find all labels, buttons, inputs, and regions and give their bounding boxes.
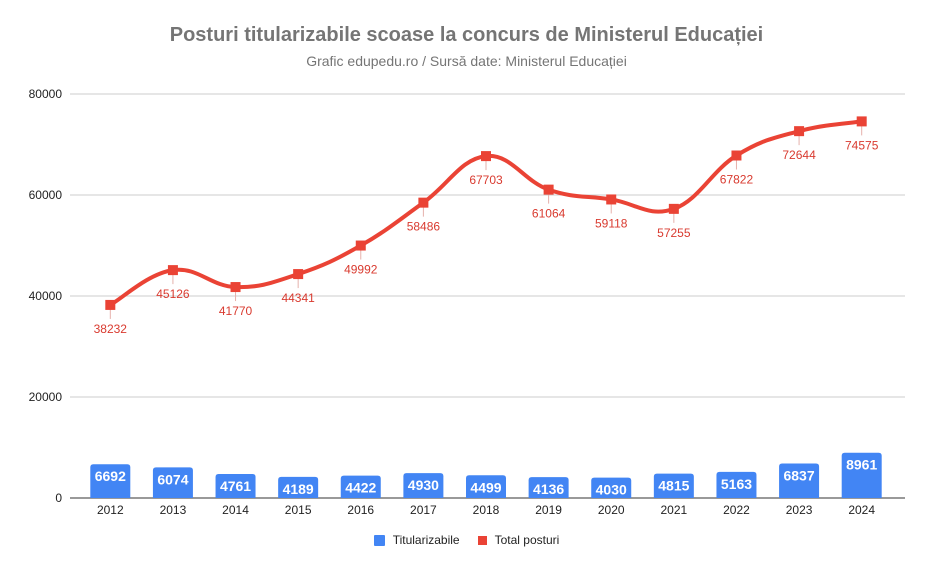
x-tick-label: 2020 — [598, 503, 625, 517]
point-data-label: 72644 — [782, 148, 816, 162]
point-data-label: 67703 — [469, 173, 503, 187]
point-data-label: 57255 — [657, 226, 691, 240]
x-tick-label: 2016 — [347, 503, 374, 517]
y-tick-label: 0 — [55, 491, 62, 505]
legend-label: Titularizabile — [392, 533, 460, 547]
bar-data-label: 6837 — [783, 467, 814, 483]
point-total-posturi — [794, 126, 805, 137]
point-total-posturi — [731, 150, 742, 161]
x-tick-label: 2017 — [410, 503, 437, 517]
point-data-label: 67822 — [720, 172, 754, 186]
bar-data-label: 6074 — [157, 471, 188, 487]
x-tick-label: 2014 — [222, 503, 249, 517]
chart-title: Posturi titularizabile scoase la concurs… — [169, 24, 764, 46]
bar-data-label: 4030 — [596, 482, 627, 498]
point-total-posturi — [543, 184, 554, 195]
point-total-posturi — [167, 265, 178, 276]
bar-data-label: 4189 — [283, 481, 314, 497]
bar-titularizabile — [278, 476, 319, 498]
bar-data-label: 4815 — [658, 478, 689, 494]
bar-titularizabile — [466, 475, 506, 498]
line-total-posturi — [108, 119, 864, 307]
x-tick-label: 2012 — [97, 503, 124, 517]
bar-data-label: 4422 — [345, 480, 376, 496]
point-total-posturi — [856, 116, 867, 127]
point-data-label: 59118 — [595, 216, 628, 230]
point-total-posturi — [606, 194, 617, 205]
bar-titularizabile — [403, 473, 444, 498]
x-tick-label: 2015 — [285, 503, 312, 517]
bar-titularizabile — [716, 471, 757, 498]
bar-data-label: 5163 — [721, 476, 752, 492]
bar-titularizabile — [215, 473, 256, 498]
x-tick-label: 2013 — [160, 503, 187, 517]
legend-item-total-posturi[interactable]: Total posturi — [477, 533, 560, 547]
point-total-posturi — [105, 299, 116, 310]
x-tick-label: 2019 — [535, 503, 562, 517]
bar-titularizabile — [528, 477, 569, 498]
point-data-label: 41770 — [219, 304, 253, 318]
y-tick-label: 20000 — [29, 390, 63, 404]
point-data-label: 49992 — [344, 263, 378, 277]
x-tick-label: 2022 — [723, 503, 750, 517]
bar-titularizabile — [90, 464, 131, 498]
point-total-posturi — [418, 197, 429, 208]
point-total-posturi — [230, 282, 241, 293]
x-tick-label: 2018 — [473, 503, 500, 517]
point-data-label: 45126 — [156, 287, 190, 301]
bar-titularizabile — [779, 463, 820, 498]
point-data-label: 38232 — [94, 322, 128, 336]
point-data-label: 44341 — [281, 291, 315, 305]
bar-data-label: 4499 — [470, 479, 501, 495]
bar-titularizabile — [841, 452, 882, 498]
bar-data-label: 4761 — [220, 478, 251, 494]
point-total-posturi — [668, 203, 679, 214]
legend-label: Total posturi — [494, 533, 560, 547]
legend-swatch-red — [477, 535, 487, 545]
legend-swatch-blue — [373, 534, 385, 546]
point-data-label: 74575 — [845, 138, 879, 152]
bar-data-label: 4930 — [408, 477, 439, 493]
x-tick-label: 2024 — [848, 503, 875, 517]
legend-item-titularizabile[interactable]: Titularizabile — [373, 533, 460, 547]
bar-data-label: 6692 — [95, 468, 126, 484]
point-data-label: 58486 — [407, 220, 441, 234]
bar-titularizabile — [591, 477, 632, 498]
y-tick-label: 60000 — [29, 188, 63, 202]
x-tick-label: 2023 — [786, 503, 813, 517]
y-tick-label: 40000 — [29, 289, 63, 303]
x-tick-label: 2021 — [660, 503, 687, 517]
bar-titularizabile — [340, 475, 381, 498]
point-total-posturi — [355, 240, 366, 251]
point-data-label: 61064 — [532, 207, 566, 221]
bar-data-label: 8961 — [846, 457, 877, 473]
bar-titularizabile — [653, 473, 694, 498]
bar-titularizabile — [152, 467, 193, 498]
point-total-posturi — [293, 269, 304, 280]
y-tick-label: 80000 — [29, 87, 63, 101]
bar-data-label: 4136 — [533, 481, 564, 497]
chart-subtitle: Grafic edupedu.ro / Sursă date: Minister… — [306, 53, 627, 69]
point-total-posturi — [481, 151, 491, 162]
legend: Titularizabile Total posturi — [0, 533, 933, 547]
